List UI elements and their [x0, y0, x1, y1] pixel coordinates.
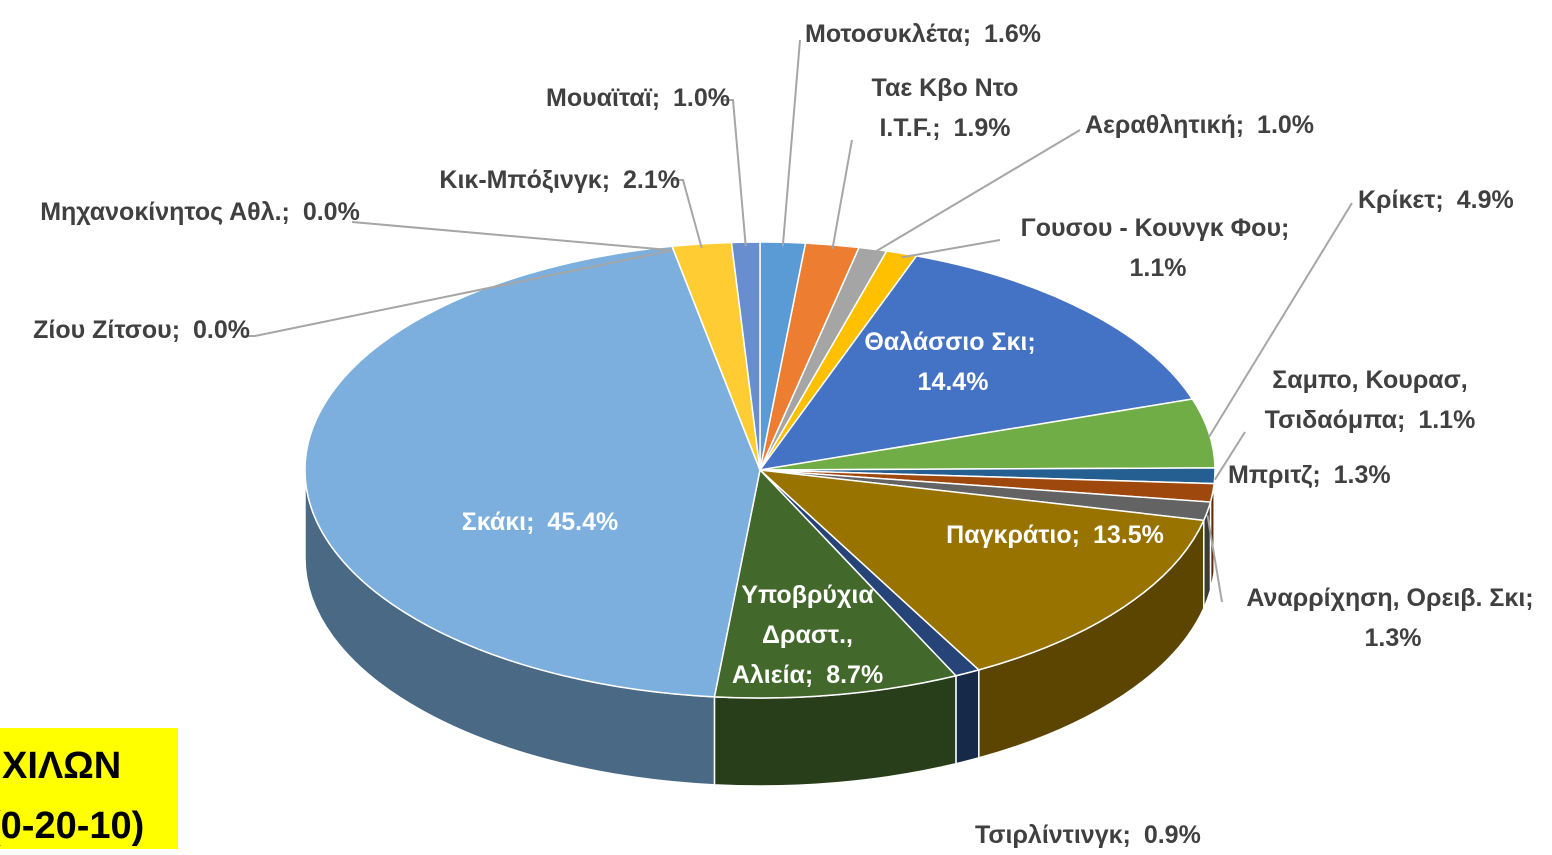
data-label: Αεραθλητική; 1.0%	[1085, 105, 1365, 145]
value-label: 1.1%	[1418, 406, 1476, 434]
data-label: Θαλάσσιο Σκι; 14.4%	[840, 322, 1060, 402]
leader-line	[1206, 515, 1223, 603]
leader-line	[872, 129, 1081, 254]
data-label: Σαμπο, Κουρασ, Τσιδαόμπα; 1.1%	[1240, 360, 1500, 440]
leader-line	[721, 99, 747, 247]
leader-line	[671, 179, 703, 249]
value-label: 2.1%	[623, 166, 680, 194]
pie-slice-side	[955, 668, 980, 765]
data-label: Σκάκι; 45.4%	[430, 502, 650, 542]
leader-line	[1214, 431, 1246, 481]
leader-line	[781, 39, 801, 247]
data-label: Μουαϊταϊ; 1.0%	[430, 78, 730, 118]
category-label: Μουαϊταϊ;	[546, 84, 661, 112]
category-label: Σαμπο, Κουρασ, Τσιδαόμπα;	[1264, 366, 1468, 434]
data-label: Τσιρλίντινγκ; 0.9%	[975, 815, 1235, 855]
leader-line	[1208, 202, 1353, 438]
category-label: Κρίκετ;	[1358, 186, 1444, 214]
value-label: 0.0%	[302, 198, 360, 226]
highlight-box	[0, 728, 178, 849]
data-label: Αναρρίχηση, Ορειβ. Σκι; 1.3%	[1225, 578, 1552, 658]
category-label: Αεραθλητική;	[1085, 111, 1245, 139]
value-label: 1.6%	[984, 20, 1042, 48]
category-label: Παγκράτιο;	[946, 521, 1080, 549]
data-label: Γουσου - Κουνγκ Φου; 1.1%	[1000, 208, 1310, 288]
data-label: Ταε Κβο Ντο I.T.F.; 1.9%	[845, 68, 1045, 148]
data-label: Μοτοσυκλέτα; 1.6%	[805, 14, 1105, 54]
pie-slice	[713, 468, 958, 699]
value-label: 4.9%	[1456, 186, 1514, 214]
category-label: Γουσου - Κουνγκ Φου;	[1020, 214, 1290, 242]
data-label: Ζίου Ζίτσου; 0.0%	[10, 310, 250, 350]
annotation: ΧΙΛΩΝ	[2, 745, 122, 787]
value-label: 13.5%	[1092, 521, 1164, 549]
category-label: Ζίου Ζίτσου;	[33, 316, 181, 344]
category-label: Θαλάσσιο Σκι;	[864, 328, 1036, 356]
category-label: Τσιρλίντινγκ;	[975, 821, 1131, 849]
value-label: 1.3%	[1364, 624, 1422, 652]
category-label: Ταε Κβο Ντο I.T.F.;	[871, 74, 1019, 142]
leader-line	[901, 239, 1001, 259]
data-label: Υποβρύχια Δραστ., Αλιεία; 8.7%	[720, 575, 895, 695]
value-label: 0.0%	[193, 316, 250, 344]
data-label: Παγκράτιο; 13.5%	[930, 515, 1180, 555]
leader-line	[243, 249, 673, 337]
value-label: 1.3%	[1333, 461, 1391, 489]
annotation: (0-20-10)	[0, 805, 145, 847]
value-label: 8.7%	[826, 661, 884, 689]
category-label: Μοτοσυκλέτα;	[805, 20, 972, 48]
data-label: Μπριτζ; 1.3%	[1228, 455, 1428, 495]
data-label: Κικ-Μπόξινγκ; 2.1%	[380, 160, 680, 200]
leader-line	[831, 139, 853, 250]
pie-slice	[757, 468, 1205, 671]
value-label: 1.0%	[673, 84, 730, 112]
category-label: Σκάκι;	[461, 508, 535, 536]
pie-slice	[304, 245, 761, 698]
value-label: 1.9%	[953, 114, 1011, 142]
value-label: 1.1%	[1129, 254, 1187, 282]
data-label: Μηχανοκίνητος Αθλ.; 0.0%	[40, 192, 360, 232]
leader-line	[351, 221, 673, 252]
category-label: Μηχανοκίνητος Αθλ.;	[40, 198, 290, 226]
value-label: 0.9%	[1143, 821, 1201, 849]
value-label: 14.4%	[917, 368, 989, 396]
value-label: 1.0%	[1257, 111, 1315, 139]
category-label: Μπριτζ;	[1228, 461, 1321, 489]
category-label: Αναρρίχηση, Ορειβ. Σκι;	[1246, 584, 1534, 612]
data-label: Κρίκετ; 4.9%	[1358, 180, 1548, 220]
category-label: Κικ-Μπόξινγκ;	[439, 166, 611, 194]
value-label: 45.4%	[547, 508, 619, 536]
category-label: Υποβρύχια Δραστ., Αλιεία;	[731, 581, 874, 689]
